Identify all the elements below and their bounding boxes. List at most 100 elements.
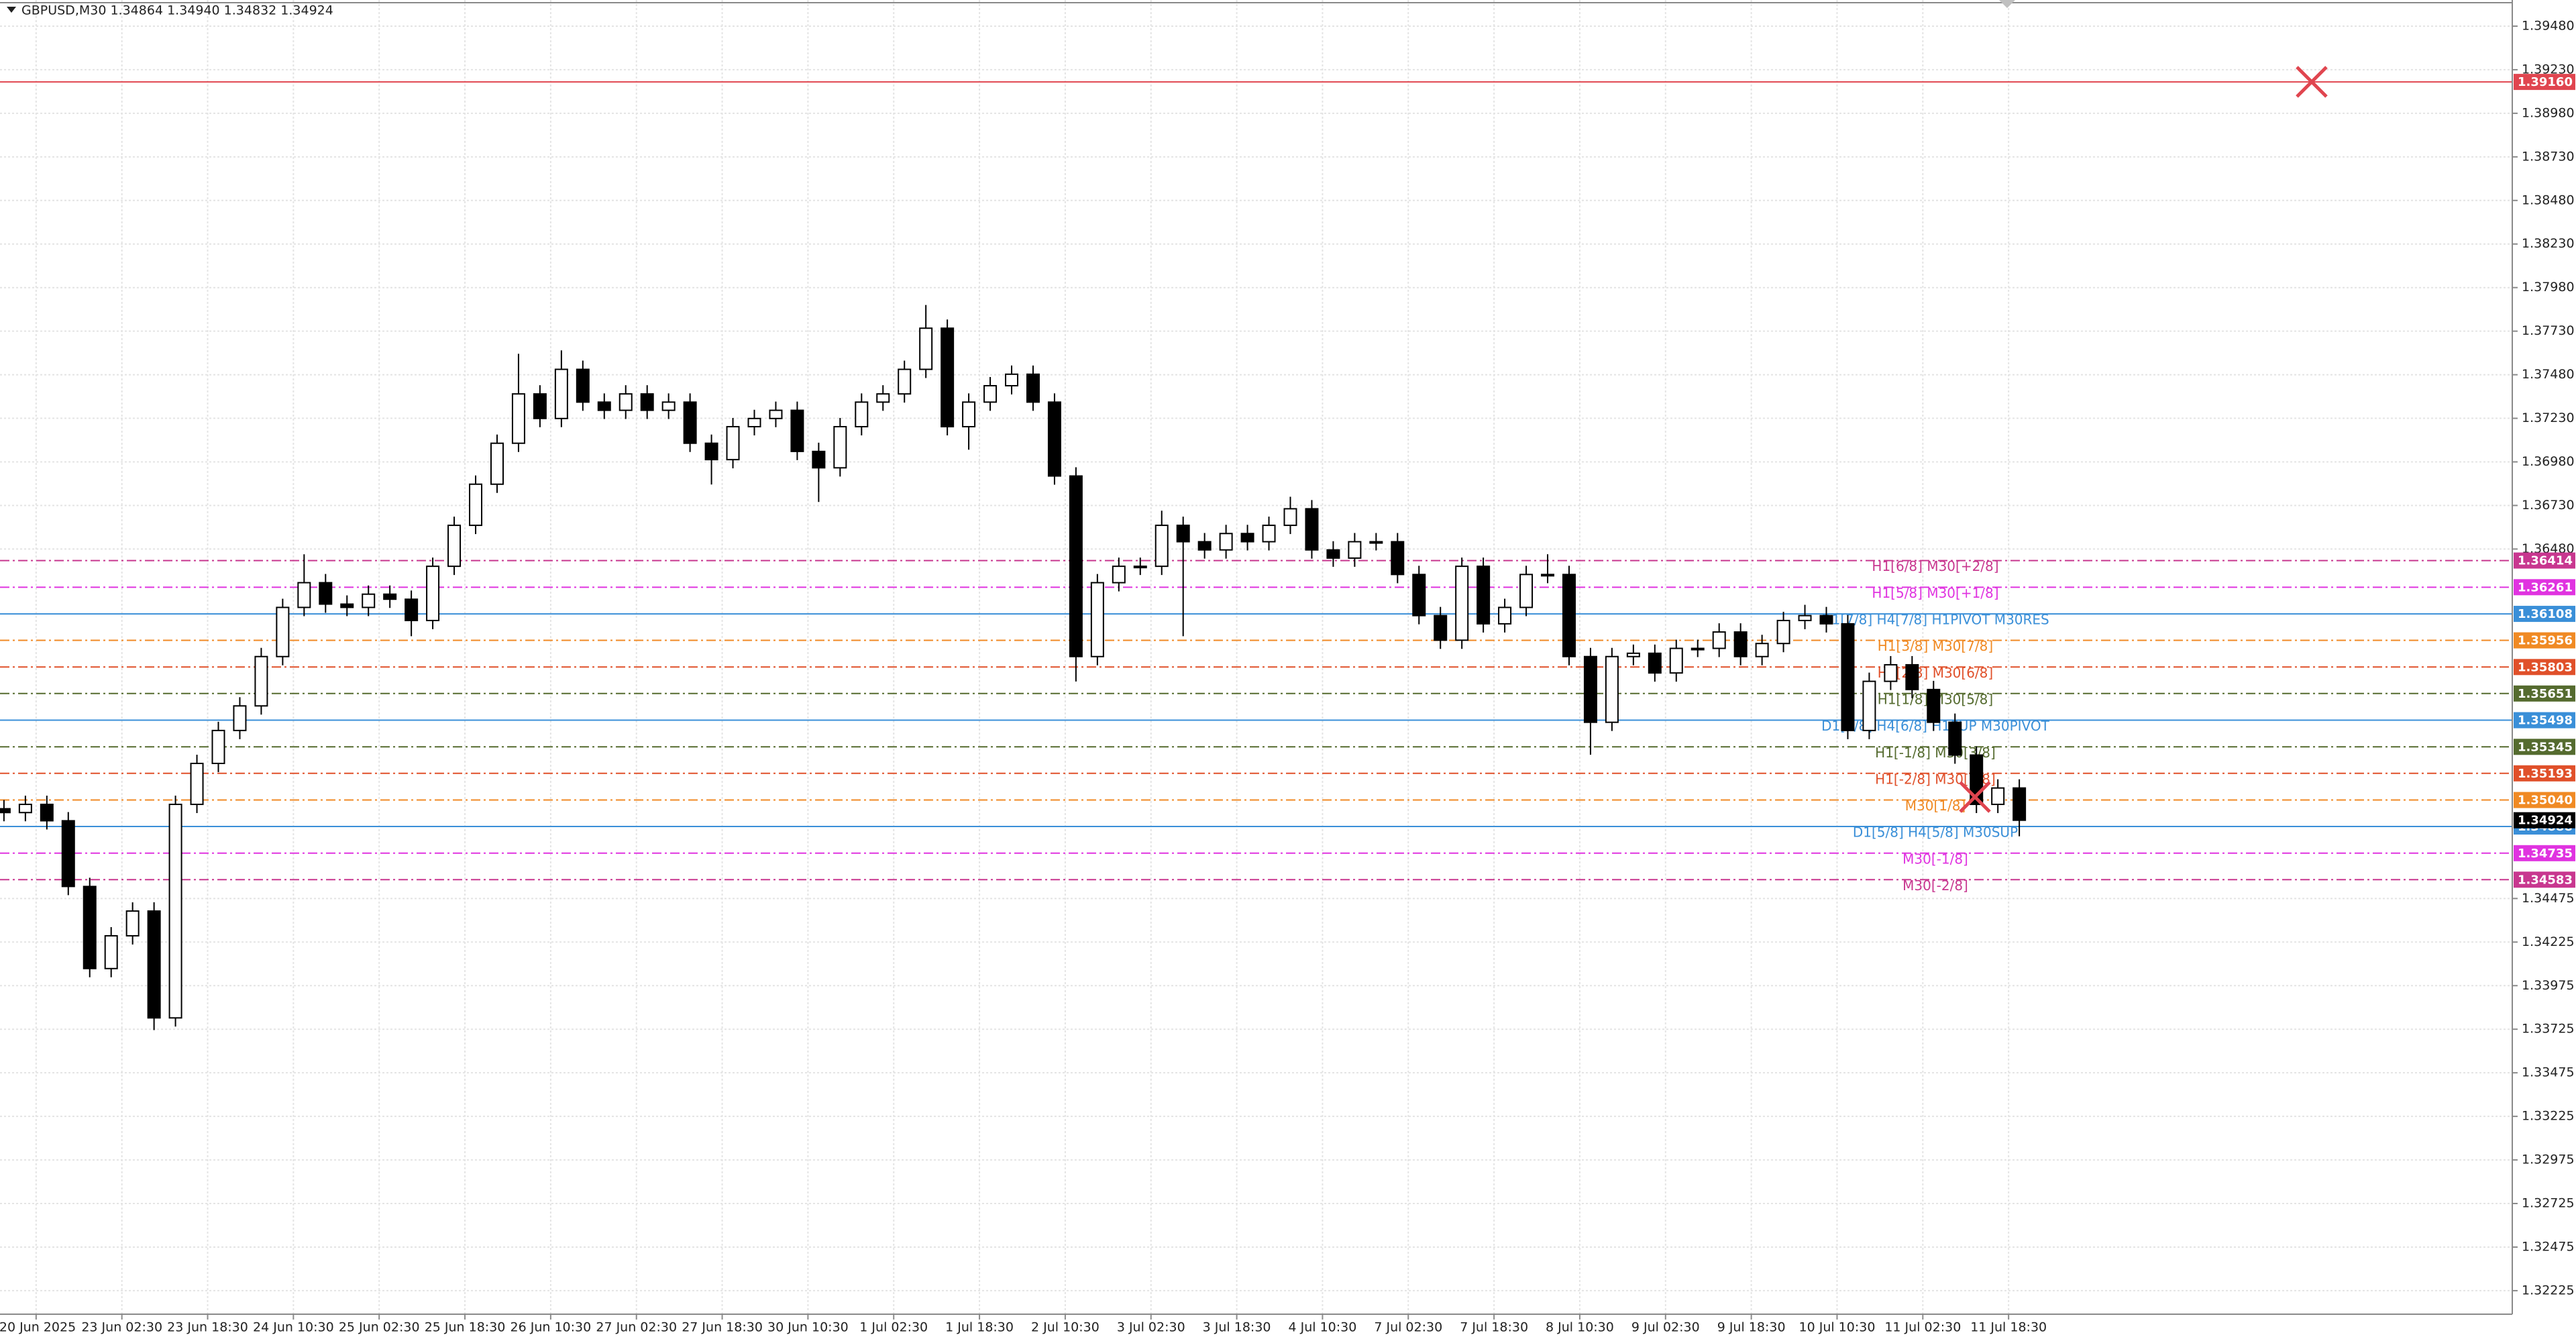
candle-body [383, 593, 397, 600]
menu-arrow[interactable] [7, 7, 16, 13]
candle-body [1755, 643, 1769, 657]
candle-body [340, 603, 354, 608]
candle-body [1434, 614, 1448, 641]
price-tag [2514, 632, 2575, 649]
x-tick-label: 11 Jul 18:30 [1970, 1320, 2047, 1335]
price-tag-label: 1.34735 [2518, 847, 2573, 861]
chart-header: GBPUSD,M30 1.34864 1.34940 1.34832 1.349… [21, 3, 333, 18]
candle-body [1884, 663, 1898, 682]
y-tick-label: 1.34225 [2522, 934, 2575, 949]
candle-body [1455, 566, 1469, 641]
candle-body [747, 417, 761, 428]
candle-body [812, 450, 826, 469]
candle-body [405, 598, 419, 621]
y-tick-label: 1.39480 [2522, 18, 2575, 33]
candle-body [233, 705, 247, 731]
price-tag-label: 1.36261 [2518, 580, 2573, 594]
candle-body [661, 401, 676, 411]
cross-marker [1959, 781, 1991, 813]
candle-body [1541, 574, 1555, 577]
y-tick-label: 1.32225 [2522, 1283, 2575, 1297]
candle-body [125, 910, 140, 937]
x-tick-label: 7 Jul 18:30 [1460, 1320, 1528, 1335]
candle-body [1927, 688, 1941, 723]
candle-body [640, 393, 654, 411]
axis: 1.39480 1.39230 1.38980 1.38730 1.38480 1.382… [0, 18, 2575, 1334]
candle-body [0, 808, 11, 814]
y-tick-label: 1.37980 [2522, 280, 2575, 295]
level-label: H1[3/8] M30[7/8] [1878, 638, 1993, 654]
candle-body [833, 426, 847, 469]
candle-body [1026, 373, 1040, 403]
candle-body [1176, 525, 1190, 543]
candle-body [297, 582, 311, 608]
x-tick-label: 25 Jun 02:30 [339, 1320, 420, 1335]
candle-body [1412, 574, 1426, 617]
candle-body [1305, 508, 1319, 551]
x-tick-label: 9 Jul 18:30 [1717, 1320, 1786, 1335]
y-tick-label: 1.36480 [2522, 541, 2575, 556]
candle-body [962, 401, 976, 428]
x-tick-label: 27 Jun 18:30 [682, 1320, 763, 1335]
candle-body [1069, 475, 1083, 657]
candle-body [983, 384, 998, 403]
candle-body [1626, 652, 1640, 657]
candle-body [447, 525, 462, 568]
candle-body [469, 483, 483, 527]
y-tick-label: 1.36730 [2522, 498, 2575, 513]
candle-body [190, 762, 204, 806]
candle-body [1005, 373, 1019, 386]
candle-body [1326, 549, 1340, 559]
price-tag-label: 1.34583 [2518, 873, 2573, 887]
price-tag [2514, 845, 2575, 861]
candle-body [104, 934, 118, 969]
candle-body [769, 409, 783, 419]
level-label: D1[5/8] H4[5/8] M30SUP [1853, 824, 2018, 841]
price-tag-label: 1.34924 [2518, 814, 2573, 828]
candles [0, 305, 2027, 1030]
price-tag-label: 1.35345 [2518, 740, 2573, 754]
candle-body [1283, 508, 1297, 527]
price-tag-label: 1.35651 [2518, 687, 2573, 701]
price-tag [2514, 685, 2575, 702]
candle-body [1991, 787, 2005, 806]
candle-body [1948, 721, 1962, 756]
candle-body [426, 566, 440, 621]
candle-body [876, 393, 890, 403]
candle-body [147, 910, 161, 1019]
price-tag-label: 1.36414 [2518, 554, 2573, 568]
candle-body [1477, 566, 1491, 625]
candle-body [790, 409, 804, 452]
level-label: D1[7/8] H4[7/8] H1PIVOT M30RES [1821, 612, 2049, 628]
candle-body [554, 368, 568, 419]
price-tag [2514, 812, 2575, 828]
price-tag [2514, 871, 2575, 888]
candle-body [919, 327, 933, 370]
price-tag-label: 1.35498 [2518, 714, 2573, 728]
y-tick-label: 1.33475 [2522, 1065, 2575, 1080]
price-tag-label: 1.35956 [2518, 634, 2573, 648]
grid [0, 0, 2512, 1314]
candle-body [490, 442, 504, 485]
x-tick-label: 1 Jul 18:30 [945, 1320, 1014, 1335]
candle-body [362, 593, 376, 608]
y-tick-label: 1.34475 [2522, 891, 2575, 906]
candle-body [1669, 647, 1683, 674]
candle-body [898, 368, 912, 395]
scroll-marker [1999, 0, 2015, 8]
x-tick-label: 27 Jun 02:30 [596, 1320, 677, 1335]
candle-body [1262, 525, 1276, 543]
candle-body [319, 582, 333, 605]
y-tick-label: 1.38980 [2522, 105, 2575, 120]
candle-body [1905, 663, 1919, 690]
candle-body [683, 401, 697, 444]
x-tick-label: 20 Jun 2025 [0, 1320, 76, 1335]
candle-body [61, 820, 75, 888]
price-tag [2514, 74, 2575, 91]
price-tag [2514, 765, 2575, 782]
candle-body [1819, 614, 1833, 625]
price-tag-label: 1.39160 [2518, 75, 2573, 89]
y-tick-label: 1.37230 [2522, 411, 2575, 425]
